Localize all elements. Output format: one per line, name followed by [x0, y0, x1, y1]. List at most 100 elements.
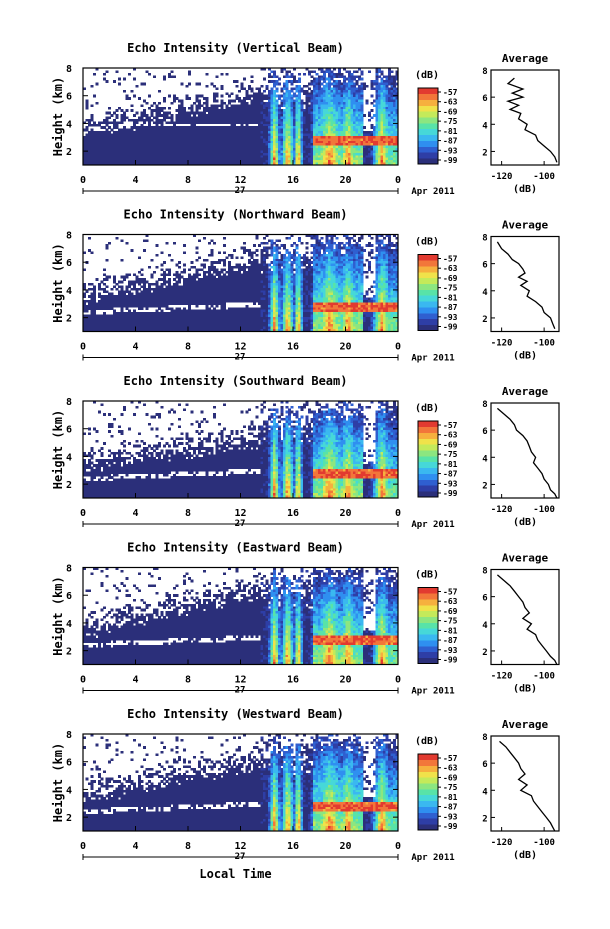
- heatmap-cell: [375, 116, 379, 120]
- profile-y-tick-label: 2: [482, 148, 487, 158]
- heatmap-cell: [108, 275, 111, 279]
- heatmap-cell: [208, 131, 211, 134]
- heatmap-cell: [243, 150, 246, 154]
- heatmap-cell: [213, 295, 216, 298]
- heatmap-cell: [230, 278, 234, 281]
- heatmap-cell: [290, 148, 294, 151]
- heatmap-cell: [343, 118, 346, 122]
- heatmap-cell: [378, 143, 381, 146]
- heatmap-cell: [173, 314, 176, 318]
- heatmap-cell: [153, 304, 156, 308]
- heatmap-cell: [140, 82, 144, 86]
- heatmap-cell: [175, 319, 179, 323]
- heatmap-cell: [150, 304, 154, 308]
- heatmap-cell: [160, 278, 164, 281]
- heatmap-cell: [125, 150, 129, 154]
- heatmap-cell: [213, 140, 216, 144]
- heatmap-cell: [173, 121, 176, 125]
- heatmap-cell: [153, 116, 156, 120]
- heatmap-cell: [90, 287, 94, 291]
- heatmap-cell: [140, 278, 144, 281]
- heatmap-cell: [205, 116, 209, 120]
- heatmap-cell: [155, 295, 159, 298]
- heatmap-cell: [215, 319, 219, 323]
- heatmap-cell: [163, 299, 166, 303]
- heatmap-cell: [135, 316, 139, 320]
- heatmap-cell: [155, 155, 159, 159]
- heatmap-cell: [293, 92, 296, 95]
- heatmap-cell: [378, 160, 381, 163]
- heatmap-cell: [385, 82, 389, 86]
- heatmap-cell: [230, 299, 234, 303]
- heatmap-cell: [178, 324, 181, 327]
- heatmap-cell: [383, 123, 386, 127]
- heatmap-cell: [178, 273, 181, 277]
- heatmap-cell: [123, 131, 126, 134]
- heatmap-cell: [323, 133, 326, 137]
- heatmap-cell: [170, 316, 174, 320]
- heatmap-cell: [253, 118, 256, 122]
- heatmap-cell: [373, 148, 376, 151]
- heatmap-cell: [395, 99, 399, 103]
- heatmap-cell: [128, 118, 131, 122]
- heatmap-cell: [185, 287, 189, 291]
- heatmap-cell: [345, 109, 349, 112]
- heatmap-cell: [350, 75, 354, 78]
- heatmap-cell: [293, 135, 296, 139]
- heatmap-cell: [260, 114, 264, 117]
- heatmap-cell: [135, 143, 139, 146]
- heatmap-cell: [240, 160, 244, 163]
- heatmap-cell: [125, 285, 129, 289]
- colorbar-swatch: [418, 152, 438, 159]
- heatmap-cell: [343, 131, 346, 134]
- heatmap-cell: [228, 94, 231, 98]
- heatmap-cell: [340, 101, 344, 105]
- heatmap-cell: [140, 307, 144, 310]
- heatmap-cell: [205, 143, 209, 146]
- heatmap-cell: [210, 316, 214, 320]
- heatmap-cell: [260, 109, 264, 112]
- heatmap-cell: [293, 101, 296, 105]
- heatmap-cell: [295, 84, 299, 88]
- heatmap-cell: [170, 116, 174, 120]
- heatmap-cell: [215, 162, 219, 166]
- heatmap-cell: [110, 133, 114, 137]
- heatmap-cell: [205, 72, 209, 76]
- heatmap-cell: [328, 111, 331, 115]
- heatmap-cell: [168, 160, 171, 163]
- heatmap-cell: [195, 121, 199, 125]
- heatmap-cell: [145, 329, 149, 332]
- heatmap-cell: [113, 314, 116, 318]
- colorbar-swatch: [418, 146, 438, 153]
- heatmap-cell: [388, 135, 391, 139]
- heatmap-cell: [278, 143, 281, 146]
- heatmap-cell: [390, 162, 394, 166]
- heatmap-cell: [208, 275, 211, 279]
- heatmap-cell: [110, 321, 114, 325]
- heatmap-cell: [115, 150, 119, 154]
- heatmap-cell: [395, 70, 399, 74]
- heatmap-cell: [153, 283, 156, 286]
- heatmap-cell: [108, 297, 111, 301]
- heatmap-cell: [370, 162, 374, 166]
- heatmap-cell: [250, 126, 254, 129]
- heatmap-cell: [213, 309, 216, 313]
- heatmap-cell: [168, 319, 171, 323]
- heatmap-cell: [365, 148, 369, 151]
- heatmap-cell: [228, 109, 231, 112]
- heatmap-cell: [235, 145, 239, 149]
- heatmap-cell: [215, 118, 219, 122]
- heatmap-cell: [93, 94, 96, 98]
- heatmap-cell: [153, 145, 156, 149]
- heatmap-cell: [185, 297, 189, 301]
- heatmap-cell: [215, 94, 219, 98]
- heatmap-cell: [130, 157, 134, 161]
- heatmap-cell: [83, 309, 86, 313]
- heatmap-cell: [150, 143, 154, 146]
- heatmap-cell: [145, 128, 149, 132]
- heatmap-cell: [160, 123, 164, 127]
- heatmap-cell: [213, 241, 216, 245]
- heatmap-cell: [195, 283, 199, 286]
- heatmap-cell: [275, 106, 279, 110]
